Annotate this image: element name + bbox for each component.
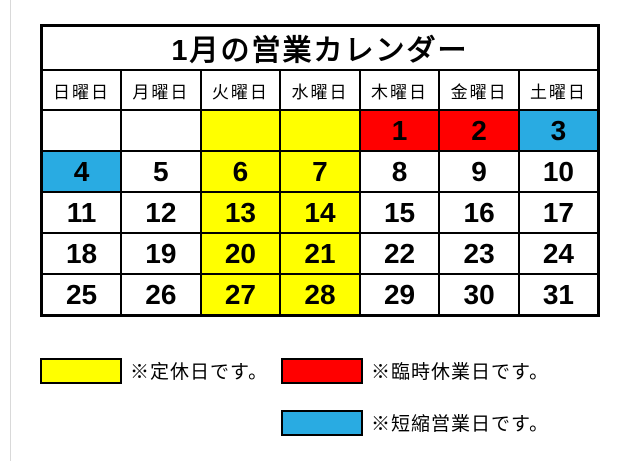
weekday-header-thursday: 木曜日 [358, 69, 441, 111]
calendar-day-cell: 7 [279, 150, 361, 193]
calendar-day-cell: 11 [40, 191, 123, 234]
calendar-day-cell: 9 [438, 150, 520, 193]
weekday-header-sunday: 日曜日 [40, 69, 123, 111]
calendar-day-cell: 22 [358, 232, 441, 275]
calendar-day-cell: 8 [358, 150, 441, 193]
weekday-header-row: 日曜日 月曜日 火曜日 水曜日 木曜日 金曜日 土曜日 [40, 69, 600, 111]
calendar-day-cell: 20 [199, 232, 282, 275]
calendar-day-cell: 30 [438, 273, 520, 317]
short-business-label: ※短縮営業日です。 [371, 414, 550, 435]
calendar-day-cell: 31 [517, 273, 600, 317]
calendar-header: 1月の営業カレンダー 日曜日 月曜日 火曜日 水曜日 木曜日 金曜日 土曜日 [40, 24, 600, 111]
regular-holiday-label: ※定休日です。 [130, 362, 269, 383]
calendar-day-cell: 6 [199, 150, 282, 193]
temporary-closure-swatch [281, 357, 363, 384]
short-business-swatch [281, 409, 363, 436]
business-calendar-table: 1月の営業カレンダー 日曜日 月曜日 火曜日 水曜日 木曜日 金曜日 土曜日 1… [40, 24, 600, 317]
weekday-header-saturday: 土曜日 [517, 69, 600, 111]
calendar-day-cell: 19 [120, 232, 202, 275]
calendar-day-cell: 21 [279, 232, 361, 275]
calendar-day-cell: 15 [358, 191, 441, 234]
calendar-week-row: 4 5 6 7 8 9 10 [40, 150, 600, 193]
calendar-week-row: 11 12 13 14 15 16 17 [40, 191, 600, 234]
calendar-day-cell: 12 [120, 191, 202, 234]
calendar-day-cell [279, 109, 361, 152]
calendar-day-cell: 4 [40, 150, 123, 193]
calendar-day-cell: 10 [517, 150, 600, 193]
legend-item-regular-holiday: ※定休日です。 [40, 357, 268, 384]
calendar-title-row: 1月の営業カレンダー [40, 24, 600, 71]
calendar-day-cell: 16 [438, 191, 520, 234]
weekday-header-monday: 月曜日 [120, 69, 202, 111]
calendar-day-cell: 26 [120, 273, 202, 317]
calendar-week-row: 18 19 20 21 22 23 24 [40, 232, 600, 275]
calendar-day-cell: 28 [279, 273, 361, 317]
temporary-closure-label: ※臨時休業日です。 [371, 362, 550, 383]
calendar-day-cell: 3 [517, 109, 600, 152]
calendar-day-cell: 13 [199, 191, 282, 234]
regular-holiday-swatch [40, 357, 122, 384]
calendar-day-cell: 1 [358, 109, 441, 152]
calendar-day-cell: 25 [40, 273, 123, 317]
legend-item-temporary-closure: ※臨時休業日です。 [281, 357, 549, 384]
legend-item-short-business: ※短縮営業日です。 [281, 409, 549, 436]
weekday-header-tuesday: 火曜日 [199, 69, 282, 111]
weekday-header-wednesday: 水曜日 [279, 69, 361, 111]
calendar-day-cell: 29 [358, 273, 441, 317]
calendar-day-cell: 14 [279, 191, 361, 234]
calendar-grid: 1 2 3 4 5 6 7 8 9 10 11 12 13 14 15 16 17 18 19 20 21 22 23 24 2… [40, 109, 600, 317]
calendar-day-cell [199, 109, 282, 152]
weekday-header-friday: 金曜日 [438, 69, 520, 111]
calendar-day-cell: 24 [517, 232, 600, 275]
calendar-day-cell: 2 [438, 109, 520, 152]
calendar-title: 1月の営業カレンダー [40, 24, 600, 71]
calendar-day-cell: 17 [517, 191, 600, 234]
calendar-day-cell [120, 109, 202, 152]
calendar-day-cell: 5 [120, 150, 202, 193]
window-edge-line [10, 0, 11, 461]
calendar-day-cell [40, 109, 123, 152]
calendar-week-row: 25 26 27 28 29 30 31 [40, 273, 600, 317]
calendar-day-cell: 18 [40, 232, 123, 275]
calendar-day-cell: 27 [199, 273, 282, 317]
calendar-day-cell: 23 [438, 232, 520, 275]
